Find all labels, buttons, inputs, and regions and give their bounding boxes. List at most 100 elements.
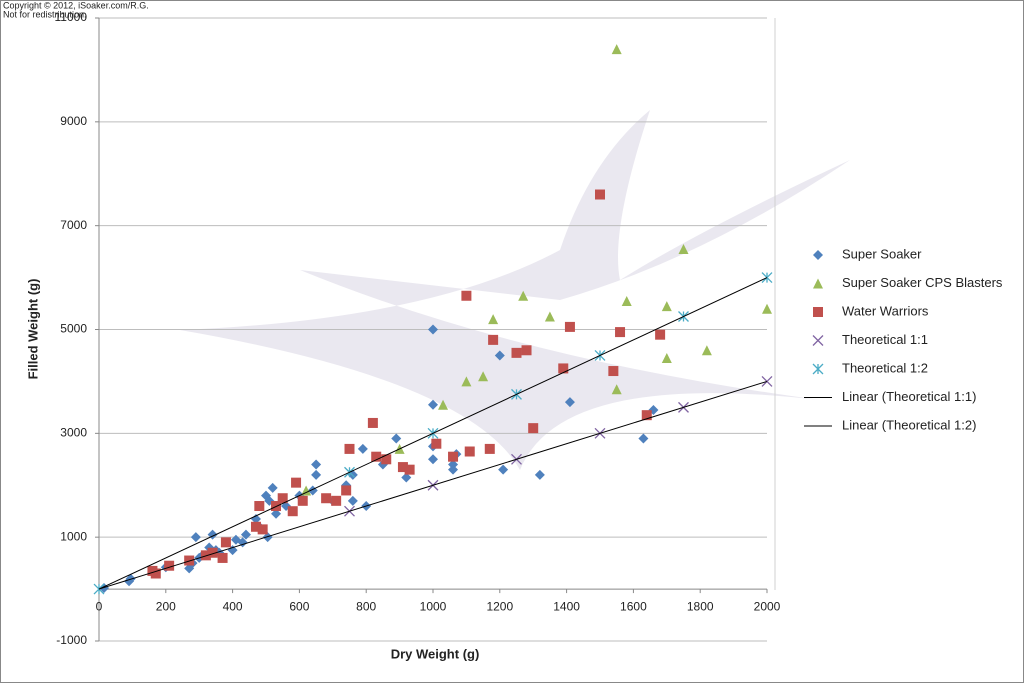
point	[277, 493, 288, 504]
point	[381, 454, 392, 465]
x-tick-label: 800	[356, 599, 376, 613]
legend-label: Theoretical 1:2	[842, 360, 928, 375]
point	[250, 521, 261, 532]
point	[438, 399, 449, 410]
point	[240, 529, 251, 540]
point	[257, 524, 268, 535]
point	[297, 495, 308, 506]
point	[147, 565, 158, 576]
point	[344, 443, 355, 454]
y-tick-label: 9000	[60, 114, 87, 128]
point	[564, 321, 575, 332]
point	[331, 495, 342, 506]
y-tick-label: 11000	[55, 10, 88, 24]
legend-label: Super Soaker	[842, 246, 922, 261]
legend-label: Linear (Theoretical 1:2)	[842, 417, 976, 432]
y-tick-label: -1000	[56, 633, 87, 647]
point	[461, 290, 472, 301]
point	[761, 272, 773, 284]
legend-marker	[813, 250, 823, 260]
point	[347, 495, 358, 506]
x-tick-label: 0	[96, 599, 103, 613]
point	[655, 329, 666, 340]
point	[615, 327, 626, 338]
y-axis-title: Filled Weight (g)	[25, 279, 40, 380]
point	[701, 345, 712, 356]
point	[428, 399, 438, 410]
point	[678, 244, 689, 255]
point	[220, 537, 231, 548]
x-tick-label: 1800	[687, 599, 714, 613]
point	[254, 501, 265, 512]
legend-marker	[813, 307, 823, 317]
point	[661, 353, 672, 364]
y-tick-label: 5000	[60, 322, 87, 336]
x-tick-label: 1000	[420, 599, 447, 613]
point	[371, 451, 382, 462]
x-tick-label: 2000	[754, 599, 781, 613]
point	[621, 295, 632, 306]
x-tick-label: 1200	[486, 599, 513, 613]
trendline	[98, 277, 768, 590]
x-tick-label: 400	[223, 599, 243, 613]
point	[301, 485, 312, 496]
point	[511, 347, 522, 358]
point	[544, 311, 555, 322]
point	[661, 301, 672, 312]
legend-label: Linear (Theoretical 1:1)	[842, 389, 976, 404]
x-axis-title: Dry Weight (g)	[391, 646, 480, 661]
point	[190, 532, 201, 543]
y-tick-label: 3000	[60, 426, 87, 440]
point	[341, 485, 352, 496]
point	[488, 314, 499, 325]
point	[461, 376, 472, 387]
y-tick-label: 7000	[60, 218, 87, 232]
legend-label: Water Warriors	[842, 303, 929, 318]
point	[448, 464, 459, 475]
point	[641, 410, 652, 421]
point	[521, 345, 532, 356]
point	[534, 469, 545, 480]
point	[431, 438, 442, 449]
point	[488, 334, 499, 345]
point	[595, 189, 605, 200]
point	[287, 506, 298, 517]
point	[762, 303, 772, 314]
legend-marker	[813, 278, 823, 289]
x-tick-label: 600	[289, 599, 309, 613]
copyright: Copyright © 2012, iSoaker.com/R.G.	[3, 0, 149, 10]
point	[311, 469, 322, 480]
point	[267, 482, 278, 493]
point	[494, 350, 505, 361]
x-tick-label: 1600	[620, 599, 647, 613]
legend-marker	[812, 335, 824, 346]
point	[428, 324, 438, 335]
point	[448, 451, 459, 462]
point	[164, 560, 175, 571]
point	[227, 545, 238, 556]
point	[498, 464, 509, 475]
x-tick-label: 1400	[553, 599, 580, 613]
point	[207, 547, 218, 558]
point	[638, 433, 649, 444]
point	[611, 44, 622, 55]
point	[311, 459, 322, 470]
point	[464, 446, 475, 457]
y-tick-label: 1000	[60, 529, 87, 543]
point	[397, 462, 408, 473]
point	[448, 459, 459, 470]
point	[611, 384, 622, 395]
trendline	[98, 380, 768, 590]
point	[271, 508, 282, 519]
point	[321, 493, 332, 504]
watermark	[180, 110, 850, 470]
legend-label: Super Soaker CPS Blasters	[842, 275, 1003, 290]
point	[558, 363, 569, 374]
point	[367, 417, 378, 428]
copyright: Not for redistribution.	[3, 9, 87, 19]
point	[478, 371, 489, 382]
point	[528, 423, 539, 434]
point	[608, 366, 619, 377]
point	[357, 443, 368, 454]
